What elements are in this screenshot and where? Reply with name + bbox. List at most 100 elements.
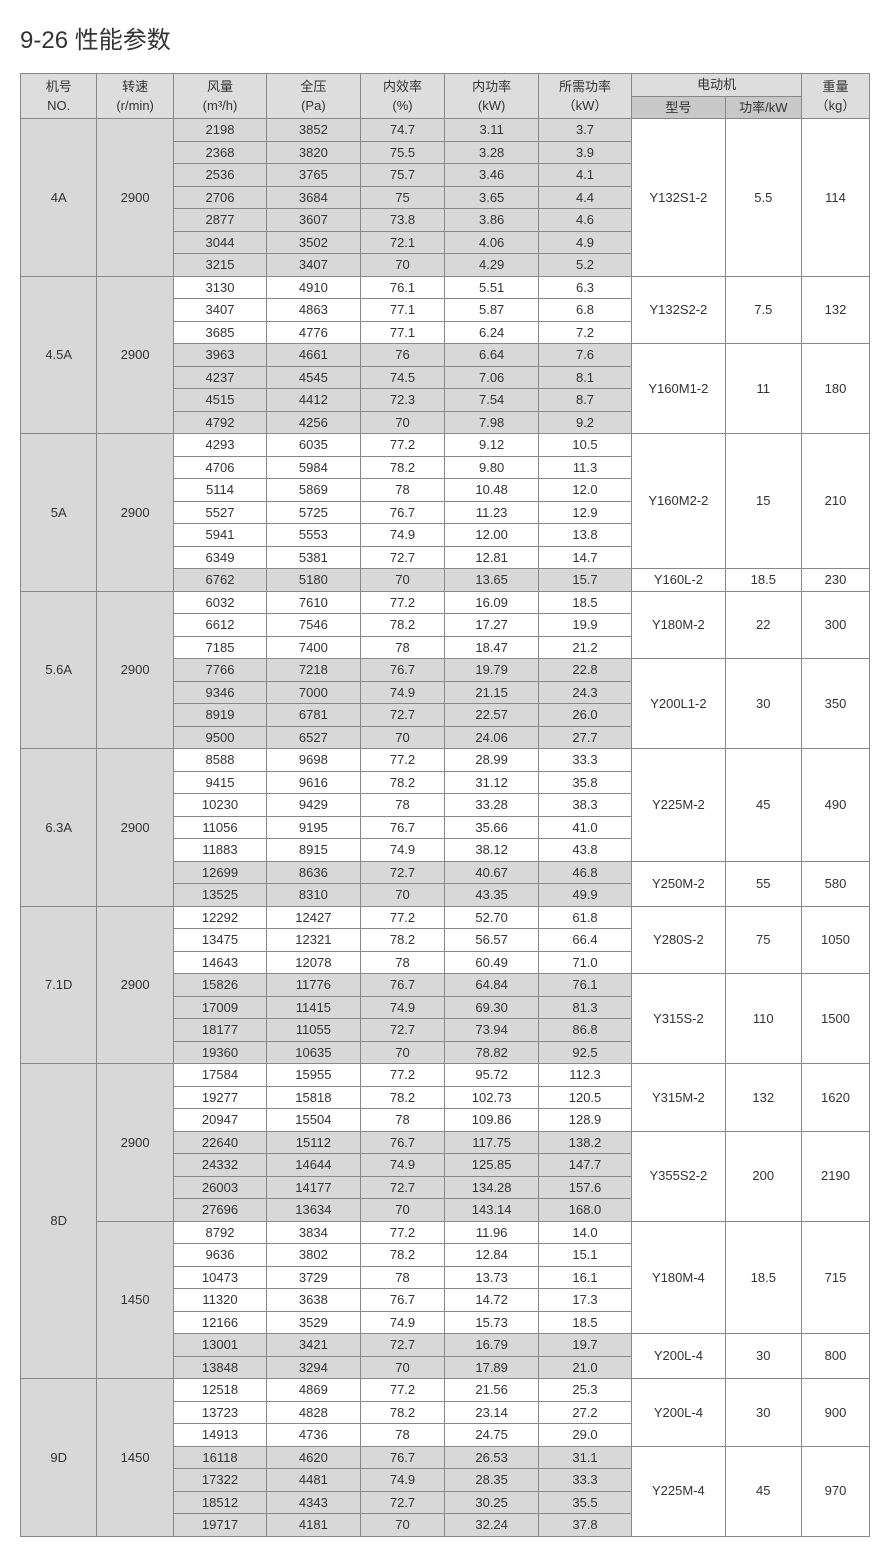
cell: 5.5	[725, 119, 801, 277]
cell: 350	[801, 659, 869, 749]
cell: 970	[801, 1446, 869, 1536]
cell: 78.2	[360, 614, 445, 637]
cell: 70	[360, 1356, 445, 1379]
cell: 75.5	[360, 141, 445, 164]
cell: Y200L1-2	[632, 659, 725, 749]
cell: 17322	[173, 1469, 266, 1492]
cell: 114	[801, 119, 869, 277]
cell: 5553	[267, 524, 360, 547]
cell: 7546	[267, 614, 360, 637]
cell: 15504	[267, 1109, 360, 1132]
spec-table: 机号NO. 转速(r/min) 风量(m³/h) 全压(Pa) 内效率(%) 内…	[20, 73, 870, 1537]
table-row: 5.6A29006032761077.216.0918.5Y180M-22230…	[21, 591, 870, 614]
cell: 14177	[267, 1176, 360, 1199]
cell: 132	[801, 276, 869, 344]
cell: 35.66	[445, 816, 538, 839]
cell: 14.72	[445, 1289, 538, 1312]
cell: 74.9	[360, 524, 445, 547]
table-row: 14508792383477.211.9614.0Y180M-418.5715	[21, 1221, 870, 1244]
cell: 37.8	[538, 1514, 631, 1537]
cell: 14643	[173, 951, 266, 974]
cell: 15.7	[538, 569, 631, 592]
cell: 12166	[173, 1311, 266, 1334]
cell: 56.57	[445, 929, 538, 952]
hdr-reqpow: 所需功率（kW）	[538, 74, 631, 119]
cell: 5527	[173, 501, 266, 524]
cell: 31.12	[445, 771, 538, 794]
cell: 3607	[267, 209, 360, 232]
hdr-motor: 电动机	[632, 74, 802, 97]
cell: 28.35	[445, 1469, 538, 1492]
cell: 2706	[173, 186, 266, 209]
cell: 7.6	[538, 344, 631, 367]
cell: 32.24	[445, 1514, 538, 1537]
cell: 9500	[173, 726, 266, 749]
cell: 45	[725, 749, 801, 862]
cell: 9346	[173, 681, 266, 704]
cell: 78.82	[445, 1041, 538, 1064]
cell: 1620	[801, 1064, 869, 1132]
cell: 77.2	[360, 1064, 445, 1087]
cell: 71.0	[538, 951, 631, 974]
cell: 78.2	[360, 456, 445, 479]
cell: 72.1	[360, 231, 445, 254]
cell: 13475	[173, 929, 266, 952]
cell: 22	[725, 591, 801, 659]
cell: 4706	[173, 456, 266, 479]
cell: 3684	[267, 186, 360, 209]
cell: 14644	[267, 1154, 360, 1177]
cell: 4792	[173, 411, 266, 434]
cell: 4620	[267, 1446, 360, 1469]
cell: 210	[801, 434, 869, 569]
cell: 76.7	[360, 1446, 445, 1469]
cell: 2190	[801, 1131, 869, 1221]
cell: 3.11	[445, 119, 538, 142]
cell: Y315S-2	[632, 974, 725, 1064]
cell: 117.75	[445, 1131, 538, 1154]
cell: 60.49	[445, 951, 538, 974]
cell: 33.3	[538, 749, 631, 772]
table-row: 4.5A29003130491076.15.516.3Y132S2-27.513…	[21, 276, 870, 299]
cell: 92.5	[538, 1041, 631, 1064]
cell: 9.2	[538, 411, 631, 434]
cell: 6781	[267, 704, 360, 727]
cell: 70	[360, 569, 445, 592]
cell: 3685	[173, 321, 266, 344]
cell: 33.3	[538, 1469, 631, 1492]
cell: 6349	[173, 546, 266, 569]
cell: 18.5	[538, 1311, 631, 1334]
cell: 64.84	[445, 974, 538, 997]
cell: 70	[360, 1041, 445, 1064]
cell: Y200L-4	[632, 1334, 725, 1379]
cell: 76.7	[360, 816, 445, 839]
cell: 35.5	[538, 1491, 631, 1514]
cell: 9.12	[445, 434, 538, 457]
cell: 134.28	[445, 1176, 538, 1199]
cell: 24332	[173, 1154, 266, 1177]
cell: 12.84	[445, 1244, 538, 1267]
cell: 69.30	[445, 996, 538, 1019]
cell: 4869	[267, 1379, 360, 1402]
cell: 4.29	[445, 254, 538, 277]
cell: 78.2	[360, 1244, 445, 1267]
cell: 9698	[267, 749, 360, 772]
cell: 4661	[267, 344, 360, 367]
cell: 157.6	[538, 1176, 631, 1199]
cell: 4.5A	[21, 276, 97, 434]
cell: 76.1	[360, 276, 445, 299]
table-row: 6.3A29008588969877.228.9933.3Y225M-24549…	[21, 749, 870, 772]
cell: 18.5	[725, 1221, 801, 1334]
cell: 4776	[267, 321, 360, 344]
cell: 19717	[173, 1514, 266, 1537]
hdr-speed: 转速(r/min)	[97, 74, 173, 119]
cell: 3963	[173, 344, 266, 367]
cell: 2900	[97, 591, 173, 749]
cell: 72.7	[360, 1334, 445, 1357]
cell: 78.2	[360, 771, 445, 794]
cell: 132	[725, 1064, 801, 1132]
page-title: 9-26 性能参数	[20, 20, 870, 55]
cell: 70	[360, 1514, 445, 1537]
cell: 78	[360, 1266, 445, 1289]
cell: 77.2	[360, 1221, 445, 1244]
cell: 18177	[173, 1019, 266, 1042]
